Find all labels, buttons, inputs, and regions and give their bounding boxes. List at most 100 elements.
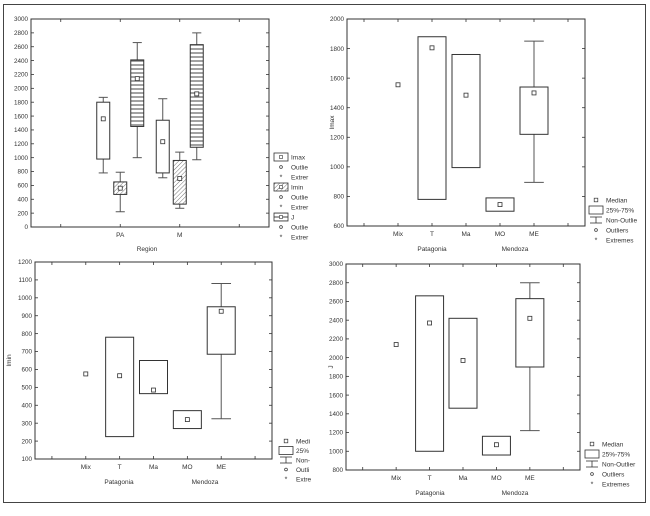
legend-label: 25%-75% bbox=[602, 451, 630, 458]
y-tick-label: 1000 bbox=[14, 155, 29, 162]
legend-extreme-swatch: * bbox=[280, 205, 283, 212]
chart-1: 0 200 400 600 800 1000 1200 1400 1600 1800 2000 220… bbox=[14, 16, 309, 253]
group-label: Patagonia bbox=[104, 479, 134, 486]
y-tick-label: 1600 bbox=[330, 75, 345, 82]
y-tick-label: 1200 bbox=[14, 141, 29, 148]
group-label: Mendoza bbox=[502, 246, 529, 253]
legend-extreme-swatch: * bbox=[591, 482, 594, 489]
median-marker bbox=[194, 91, 200, 97]
y-tick-label: 300 bbox=[21, 420, 32, 427]
legend-box-swatch bbox=[584, 449, 600, 459]
box-series-T bbox=[105, 336, 135, 438]
box-series-ME bbox=[206, 282, 236, 420]
x-tick-label: T bbox=[430, 231, 434, 238]
y-axis-label: J bbox=[328, 365, 335, 368]
x-tick-label: MO bbox=[495, 231, 505, 238]
y-tick-label: 2000 bbox=[329, 355, 344, 362]
y-tick-label: 600 bbox=[333, 223, 344, 230]
median-marker bbox=[427, 320, 432, 326]
iqr-box bbox=[206, 306, 236, 355]
iqr-box bbox=[130, 59, 145, 127]
y-tick-label: 1000 bbox=[330, 164, 345, 171]
group-label: Mendoza bbox=[502, 490, 529, 497]
y-tick-label: 1200 bbox=[330, 134, 345, 141]
legend-median-swatch bbox=[279, 155, 283, 159]
legend-label: Extremes bbox=[602, 481, 630, 488]
iqr-box bbox=[105, 336, 135, 438]
y-tick-label: 800 bbox=[332, 467, 343, 474]
y-tick-label: 2000 bbox=[14, 86, 29, 93]
group-label: Patagonia bbox=[417, 246, 447, 253]
y-tick-label: 800 bbox=[333, 194, 344, 201]
legend-outlier-swatch bbox=[279, 195, 283, 199]
y-tick-label: 600 bbox=[21, 367, 32, 374]
y-tick-label: 1800 bbox=[330, 46, 345, 53]
legend-outlier-swatch bbox=[279, 165, 283, 169]
median-marker bbox=[497, 202, 503, 207]
chart-2: 600 800 1000 1200 1400 1600 1800 2000 Mix T Ma MO ME… bbox=[329, 16, 637, 253]
iqr-box bbox=[451, 53, 481, 169]
median-marker bbox=[117, 373, 123, 379]
legend-label: Medi bbox=[296, 438, 310, 445]
y-tick-label: 500 bbox=[21, 385, 32, 392]
box-series-Mix bbox=[395, 82, 401, 88]
y-tick-label: 400 bbox=[21, 402, 32, 409]
median-marker bbox=[100, 116, 106, 122]
y-axis-label: Imax bbox=[329, 115, 336, 130]
legend-outlier-swatch bbox=[594, 228, 598, 232]
y-tick-label: 3000 bbox=[14, 16, 29, 23]
x-tick-label: T bbox=[428, 475, 432, 482]
box-Imin-PA bbox=[113, 171, 128, 213]
chart-3: 100 200 300 400 500 600 700 800 900 1000 1100 1200 M… bbox=[6, 259, 312, 486]
iqr-box bbox=[96, 101, 111, 160]
x-tick-label: MO bbox=[491, 475, 501, 482]
x-tick-label: T bbox=[118, 464, 122, 471]
iqr-box bbox=[448, 317, 478, 409]
y-tick-label: 1200 bbox=[329, 430, 344, 437]
y-tick-label: 2600 bbox=[329, 299, 344, 306]
iqr-box bbox=[415, 295, 445, 452]
box-Imax-M bbox=[155, 98, 170, 179]
x-tick-label: ME bbox=[525, 475, 535, 482]
x-tick-label: PA bbox=[116, 232, 125, 239]
legend-label: Outliers bbox=[602, 471, 625, 478]
y-tick-label: 800 bbox=[17, 169, 28, 176]
box-series-Mix bbox=[83, 371, 89, 377]
iqr-box bbox=[515, 298, 545, 368]
y-tick-label: 3000 bbox=[329, 261, 344, 268]
legend-outlier-swatch bbox=[279, 225, 283, 229]
box-Imin-M bbox=[172, 151, 187, 209]
group-label: Patagonia bbox=[415, 490, 445, 497]
y-tick-label: 800 bbox=[21, 331, 32, 338]
median-marker bbox=[494, 442, 499, 448]
box-series-T bbox=[415, 295, 445, 452]
legend: Imax Outlie * Extrer Imin Outlie * Extrer J Outli… bbox=[273, 152, 309, 242]
legend-label: Non- bbox=[296, 457, 310, 464]
box-Imax-PA bbox=[96, 96, 111, 174]
median-marker bbox=[117, 185, 123, 191]
y-tick-label: 0 bbox=[24, 224, 28, 231]
median-marker bbox=[395, 82, 401, 88]
median-marker bbox=[83, 371, 89, 377]
x-tick-label: M bbox=[177, 232, 182, 239]
legend-label: Outlie bbox=[291, 224, 308, 231]
legend-label: Outlie bbox=[291, 194, 308, 201]
legend-median-swatch bbox=[279, 215, 283, 219]
legend-label: Extrer bbox=[291, 234, 309, 241]
y-tick-label: 700 bbox=[21, 349, 32, 356]
legend-label: 25%-75% bbox=[606, 207, 634, 214]
median-marker bbox=[531, 90, 537, 96]
y-tick-label: 1600 bbox=[329, 392, 344, 399]
y-tick-label: 2200 bbox=[329, 336, 344, 343]
y-tick-label: 1800 bbox=[14, 99, 29, 106]
legend-box-swatch bbox=[588, 205, 604, 215]
median-marker bbox=[151, 387, 156, 393]
legend-box-swatch bbox=[278, 446, 294, 455]
legend-label: Extre bbox=[296, 476, 312, 483]
iqr-box bbox=[172, 159, 187, 205]
x-tick-label: ME bbox=[529, 231, 539, 238]
legend-label: Imin bbox=[291, 184, 304, 191]
y-tick-label: 1400 bbox=[14, 127, 29, 134]
legend-label: Outliers bbox=[606, 227, 629, 234]
